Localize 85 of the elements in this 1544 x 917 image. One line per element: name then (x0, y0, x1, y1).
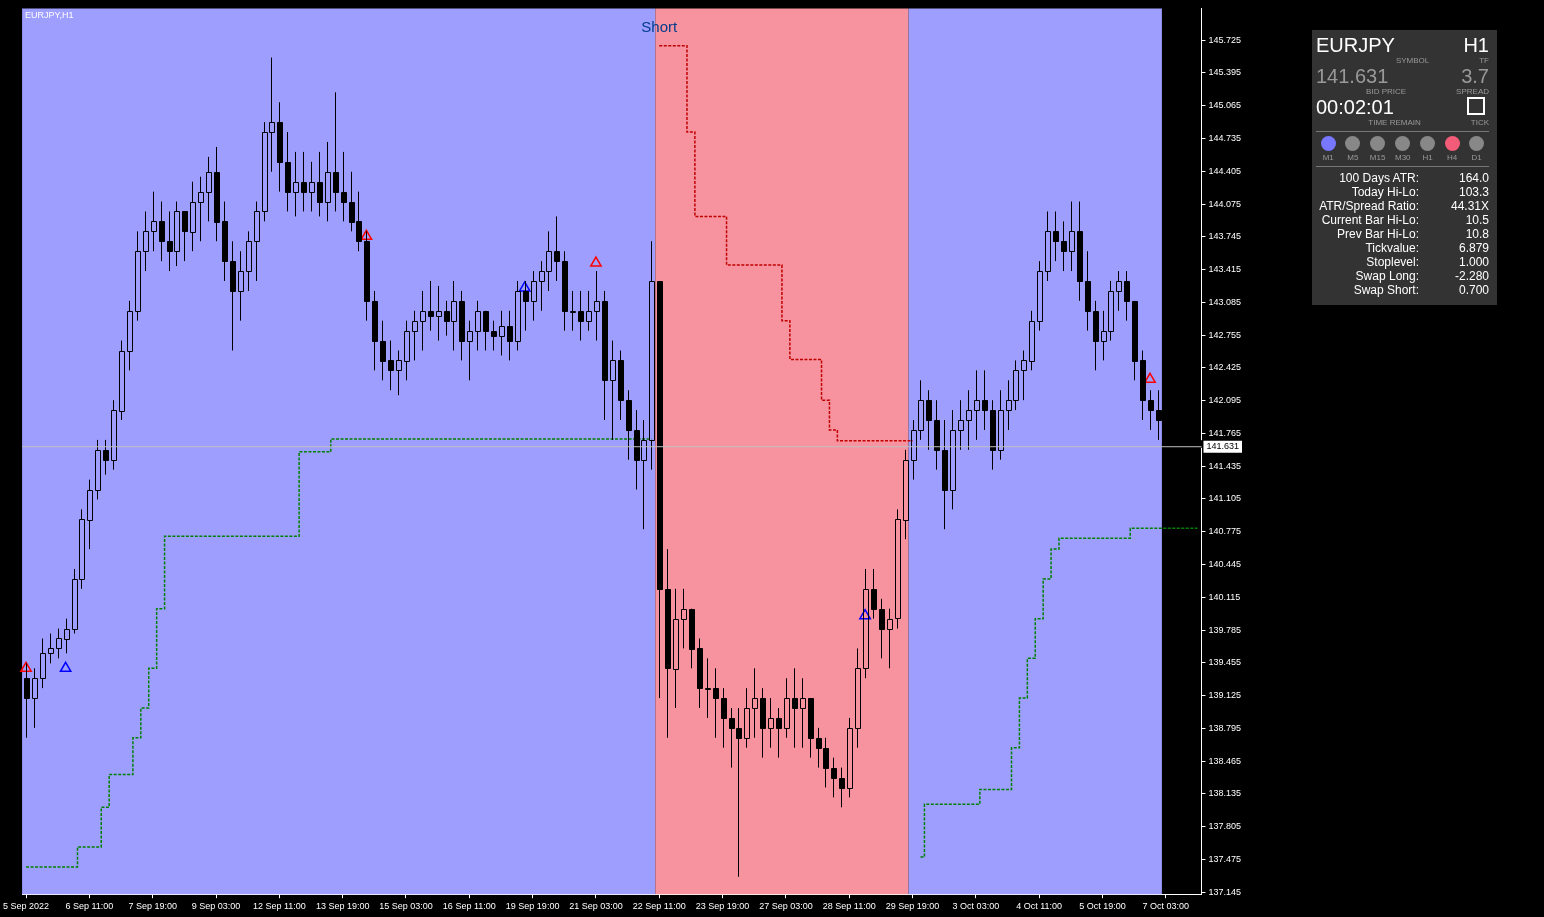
y-tick-label: 140.445 (1208, 558, 1242, 569)
text: 0.700 (1457, 283, 1489, 297)
y-tick-label: 141.435 (1208, 460, 1242, 471)
text: M1 (1322, 153, 1334, 162)
x-tick-label: 6 Sep 11:00 (65, 901, 114, 912)
x-tick-label: 29 Sep 19:00 (885, 901, 940, 912)
x-tick-label: 12 Sep 11:00 (252, 901, 306, 912)
text: Stoplevel: (1365, 255, 1420, 269)
text: 44.31X (1449, 199, 1489, 213)
x-tick-label: 7 Oct 03:00 (1142, 901, 1190, 912)
text: 164.0 (1457, 171, 1489, 185)
y-tick-label: 137.805 (1208, 821, 1242, 832)
y-tick-label: 138.135 (1208, 788, 1242, 799)
y-tick-label: 144.405 (1208, 165, 1242, 176)
x-tick-label: 7 Sep 19:00 (128, 901, 177, 912)
text: D1 (1471, 153, 1482, 162)
text: M5 (1347, 153, 1359, 162)
text: 3.7 (1461, 65, 1489, 87)
text: TF (1479, 56, 1489, 65)
text: SYMBOL (1394, 56, 1431, 65)
y-tick-label: 140.775 (1208, 526, 1242, 537)
x-tick-label: 19 Sep 19:00 (505, 901, 560, 912)
y-tick-label: 139.785 (1208, 624, 1242, 635)
text: SPREAD (1456, 87, 1489, 96)
text: 141.631 (1316, 65, 1389, 87)
text: H1 (1422, 153, 1433, 162)
text: TICK (1470, 118, 1489, 127)
text: 6.879 (1457, 241, 1489, 255)
x-tick-label: 15 Sep 03:00 (379, 901, 433, 912)
text: 00:02:01 (1316, 96, 1394, 118)
ref-line-label: 141.631 (1206, 441, 1240, 452)
y-tick-label: 144.075 (1208, 198, 1242, 209)
x-tick-label: 27 Sep 03:00 (759, 901, 813, 912)
text: Prev Bar Hi-Lo: (1335, 227, 1420, 241)
y-tick-label: 143.415 (1208, 264, 1242, 275)
x-tick-label: 22 Sep 11:00 (632, 901, 686, 912)
x-tick-label: 16 Sep 11:00 (442, 901, 496, 912)
y-tick-label: 139.455 (1208, 657, 1242, 668)
y-tick-label: 139.125 (1208, 690, 1242, 701)
text: 10.5 (1464, 213, 1489, 227)
text: M15 (1369, 153, 1386, 162)
x-tick-label: 3 Oct 03:00 (952, 901, 1000, 912)
text: 10.8 (1464, 227, 1489, 241)
text: M30 (1394, 153, 1411, 162)
text: BID PRICE (1365, 87, 1408, 96)
text: 103.3 (1457, 185, 1489, 199)
y-tick-label: 145.065 (1208, 100, 1242, 111)
x-tick-label: 21 Sep 03:00 (569, 901, 623, 912)
chart-title: EURJPY,H1 (25, 10, 74, 21)
x-tick-label: 28 Sep 11:00 (822, 901, 876, 912)
text: H1 (1463, 34, 1489, 56)
x-tick-label: 5 Sep 2022 (3, 901, 50, 912)
x-tick-label: 9 Sep 03:00 (191, 901, 241, 912)
y-tick-label: 141.765 (1208, 427, 1242, 438)
x-tick-label: 5 Oct 19:00 (1079, 901, 1126, 912)
y-tick-label: 144.735 (1208, 132, 1242, 143)
text: Tickvalue: (1364, 241, 1420, 255)
y-tick-label: 145.395 (1208, 67, 1242, 78)
text: Swap Long: (1354, 269, 1420, 283)
annotation: Short (641, 17, 679, 35)
y-tick-label: 143.745 (1208, 231, 1242, 242)
y-tick-label: 141.105 (1208, 493, 1242, 504)
text: Current Bar Hi-Lo: (1320, 213, 1420, 227)
y-tick-label: 145.725 (1208, 34, 1242, 45)
y-tick-label: 143.085 (1208, 296, 1242, 307)
text: TIME REMAIN (1367, 118, 1422, 127)
x-tick-label: 4 Oct 11:00 (1016, 901, 1063, 912)
text: EURJPY (1316, 34, 1395, 56)
y-tick-label: 138.465 (1208, 755, 1242, 766)
y-tick-label: 138.795 (1208, 722, 1242, 733)
text: ATR/Spread Ratio: (1318, 199, 1420, 213)
y-tick-label: 142.425 (1208, 362, 1242, 373)
text: 100 Days ATR: (1338, 171, 1420, 185)
y-tick-label: 142.095 (1208, 395, 1242, 406)
text: Swap Short: (1352, 283, 1420, 297)
text: 1.000 (1457, 255, 1489, 269)
text: Today Hi-Lo: (1350, 185, 1420, 199)
y-tick-label: 137.475 (1208, 853, 1242, 864)
x-tick-label: 23 Sep 19:00 (695, 901, 750, 912)
text: -2.280 (1453, 269, 1489, 283)
y-tick-label: 142.755 (1208, 329, 1242, 340)
x-tick-label: 13 Sep 19:00 (315, 901, 370, 912)
y-tick-label: 140.115 (1208, 591, 1241, 602)
y-tick-label: 137.145 (1208, 886, 1242, 897)
text: H4 (1447, 153, 1458, 162)
